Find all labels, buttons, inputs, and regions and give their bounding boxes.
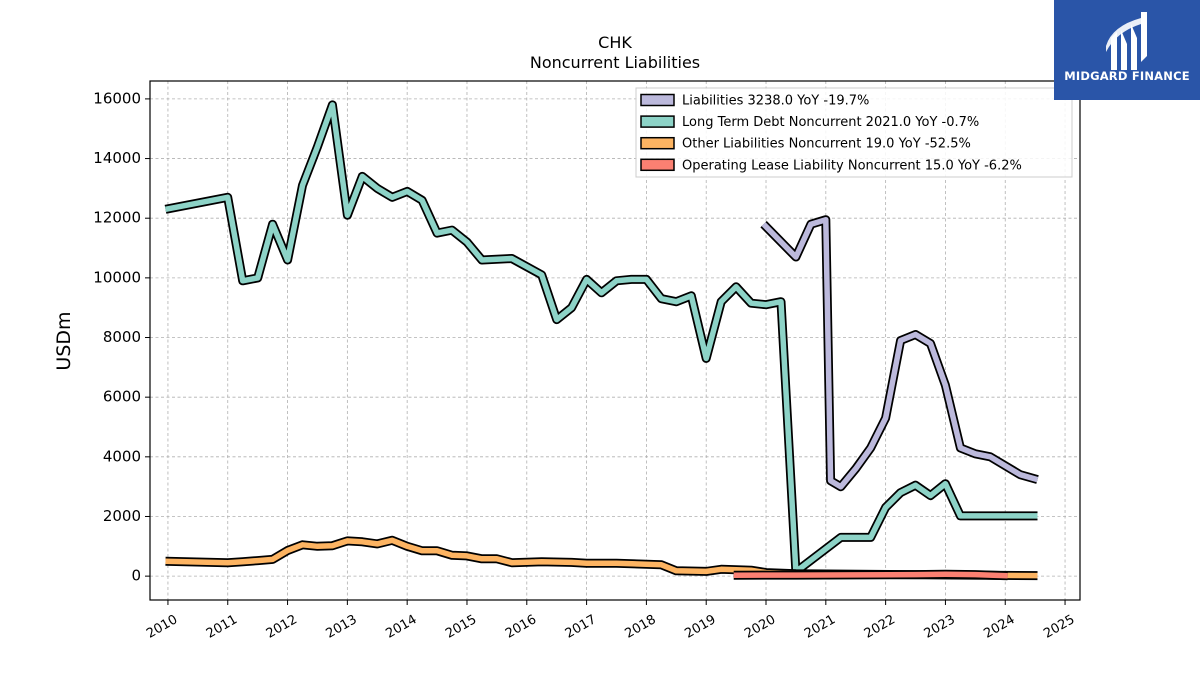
chart-title: CHK [598, 33, 632, 52]
legend-swatch-1 [640, 115, 675, 128]
series-layer [164, 100, 1039, 581]
y-tick-label: 4000 [103, 447, 141, 465]
legend: Liabilities 3238.0 YoY -19.7% Long Term D… [635, 87, 1073, 178]
series-line-2 [165, 537, 1038, 579]
legend-swatch-0 [640, 93, 675, 107]
y-tick-label: 8000 [103, 328, 141, 346]
series-line-1 [164, 102, 1038, 575]
y-tick-label: 16000 [93, 89, 141, 107]
y-axis-label: USDm [53, 311, 75, 370]
y-tick-label: 14000 [93, 149, 141, 167]
legend-label-2: Other Liabilities Noncurrent 19.0 YoY -5… [682, 137, 971, 152]
legend-label-1: Long Term Debt Noncurrent 2021.0 YoY -0.… [682, 115, 979, 130]
chart-subtitle: Noncurrent Liabilities [530, 53, 700, 72]
plot-frame [149, 80, 1081, 601]
series-line-3 [733, 571, 1008, 579]
legend-swatch-3 [640, 158, 675, 172]
legend-box [635, 87, 1073, 178]
y-tick-label: 6000 [103, 388, 141, 406]
y-tick-label: 0 [131, 567, 141, 585]
y-tick-label: 2000 [103, 507, 141, 525]
brand-name: MIDGARD FINANCE [1064, 69, 1190, 83]
legend-swatch-2 [640, 136, 675, 150]
y-axis-ticks: 0 2000 4000 6000 8000 10000 12000 14000 16000 [93, 89, 150, 585]
legend-items: Liabilities 3238.0 YoY -19.7% Long Term D… [640, 93, 1022, 173]
brand-logo: MIDGARD FINANCE [1054, 0, 1200, 100]
y-tick-label: 10000 [93, 268, 141, 286]
logo-mark-icon [1106, 12, 1147, 70]
y-tick-label: 12000 [93, 209, 141, 227]
legend-label-3: Operating Lease Liability Noncurrent 15.… [682, 158, 1022, 173]
series-line-0 [761, 216, 1039, 490]
legend-label-0: Liabilities 3238.0 YoY -19.7% [682, 94, 869, 109]
